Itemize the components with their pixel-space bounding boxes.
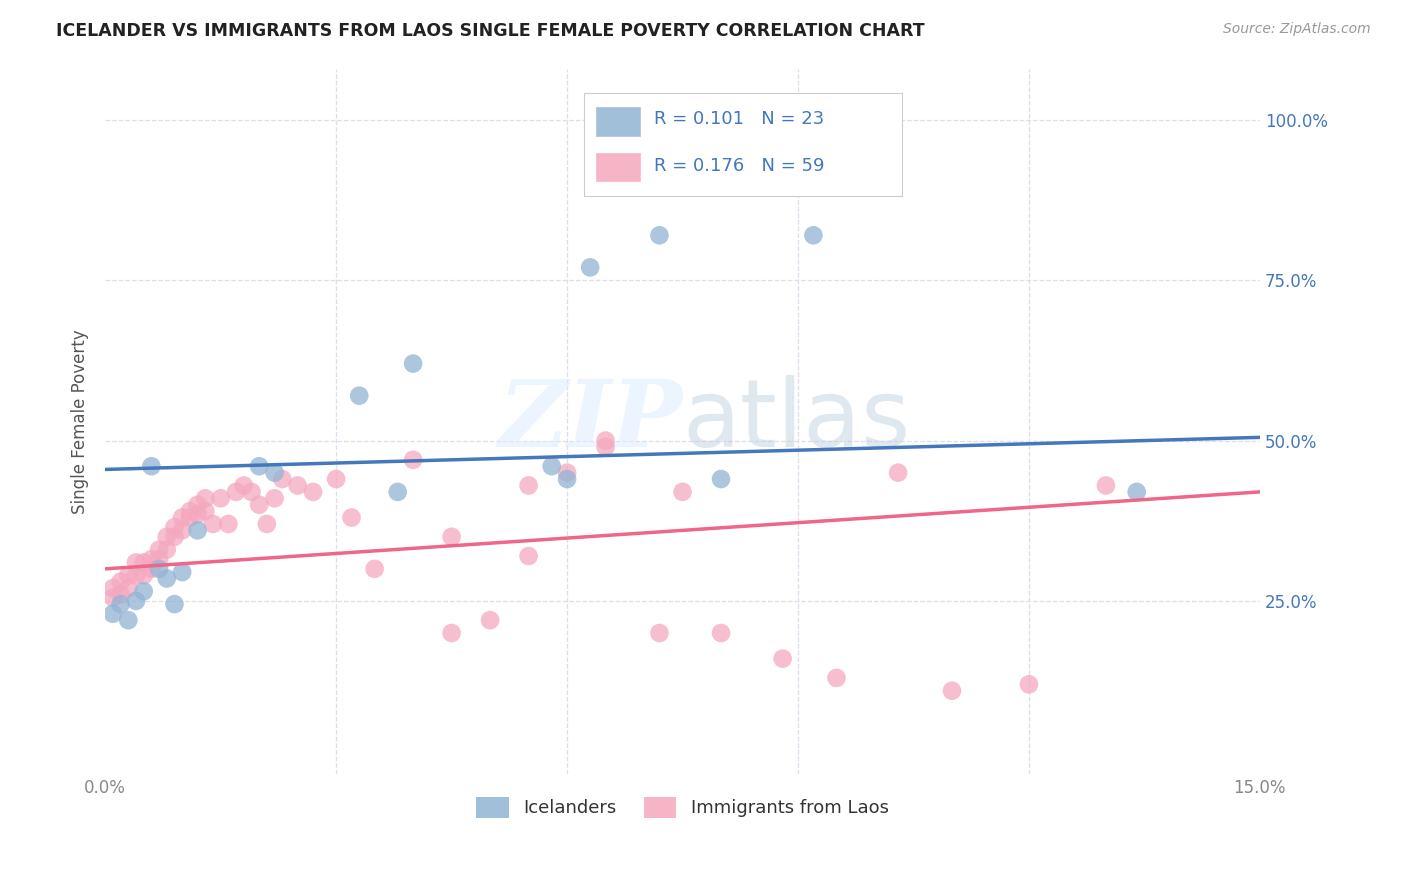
Point [540,459,562,474]
Point [340,510,363,524]
Point [440,626,463,640]
Point [263,466,285,480]
Y-axis label: Single Female Poverty: Single Female Poverty [72,329,89,514]
FancyBboxPatch shape [596,153,640,181]
Point [710,472,733,486]
Point [187,524,209,538]
Point [110,597,132,611]
Point [172,565,194,579]
Point [163,520,186,534]
Point [247,498,270,512]
Point [209,491,232,506]
Point [555,472,578,486]
Point [156,530,179,544]
Point [110,574,132,589]
Point [887,466,910,480]
Point [141,552,163,566]
Point [156,542,179,557]
Point [117,613,139,627]
Point [148,552,170,566]
Point [595,434,617,448]
Point [325,472,347,486]
Point [479,613,502,627]
Point [363,562,385,576]
Point [125,568,148,582]
Point [555,466,578,480]
Point [194,504,217,518]
Point [132,556,155,570]
Point [217,516,239,531]
Point [825,671,848,685]
Point [941,683,963,698]
Point [247,459,270,474]
Point [163,597,186,611]
Point [271,472,294,486]
Text: ICELANDER VS IMMIGRANTS FROM LAOS SINGLE FEMALE POVERTY CORRELATION CHART: ICELANDER VS IMMIGRANTS FROM LAOS SINGLE… [56,22,925,40]
Point [440,530,463,544]
Point [517,478,540,492]
Point [101,607,124,621]
Point [179,504,201,518]
Point [302,484,325,499]
Point [387,484,409,499]
Point [117,568,139,582]
Point [402,357,425,371]
Text: R = 0.176   N = 59: R = 0.176 N = 59 [654,157,824,175]
Point [148,542,170,557]
Point [225,484,247,499]
FancyBboxPatch shape [596,107,640,136]
Point [671,484,693,499]
Legend: Icelanders, Immigrants from Laos: Icelanders, Immigrants from Laos [470,789,896,825]
Point [141,562,163,576]
Point [101,591,124,605]
FancyBboxPatch shape [585,94,901,195]
Text: ZIP: ZIP [498,376,682,467]
Point [117,581,139,595]
Point [517,549,540,563]
Point [1095,478,1118,492]
Point [141,459,163,474]
Point [148,562,170,576]
Point [172,510,194,524]
Point [1018,677,1040,691]
Point [172,524,194,538]
Point [125,556,148,570]
Text: Source: ZipAtlas.com: Source: ZipAtlas.com [1223,22,1371,37]
Point [710,626,733,640]
Point [179,510,201,524]
Point [132,584,155,599]
Point [256,516,278,531]
Point [163,530,186,544]
Point [803,228,825,243]
Point [201,516,224,531]
Point [125,594,148,608]
Point [648,626,671,640]
Text: R = 0.101   N = 23: R = 0.101 N = 23 [654,111,824,128]
Point [240,484,263,499]
Point [595,440,617,454]
Point [156,572,179,586]
Point [772,651,794,665]
Point [187,508,209,522]
Point [110,587,132,601]
Point [232,478,254,492]
Point [263,491,285,506]
Point [194,491,217,506]
Point [287,478,309,492]
Point [1125,484,1147,499]
Point [101,581,124,595]
Point [402,452,425,467]
Point [187,498,209,512]
Point [579,260,602,275]
Point [349,389,371,403]
Point [648,228,671,243]
Point [132,568,155,582]
Text: atlas: atlas [682,376,911,467]
